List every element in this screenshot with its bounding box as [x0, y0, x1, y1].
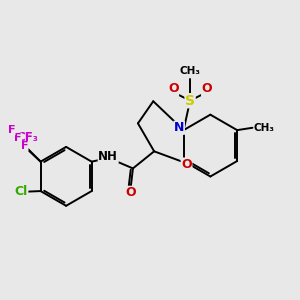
Text: CF₃: CF₃	[16, 131, 38, 144]
Text: NH: NH	[98, 150, 118, 163]
Text: O: O	[125, 186, 136, 199]
Text: N: N	[174, 121, 184, 134]
Text: F: F	[21, 141, 28, 151]
Text: O: O	[181, 158, 192, 171]
Text: F: F	[14, 133, 22, 143]
Text: CH₃: CH₃	[254, 123, 275, 133]
Text: S: S	[185, 94, 195, 108]
Text: O: O	[168, 82, 178, 95]
Text: CH₃: CH₃	[180, 66, 201, 76]
Text: Cl: Cl	[14, 185, 28, 198]
Text: O: O	[202, 82, 212, 95]
Text: F: F	[8, 125, 15, 135]
